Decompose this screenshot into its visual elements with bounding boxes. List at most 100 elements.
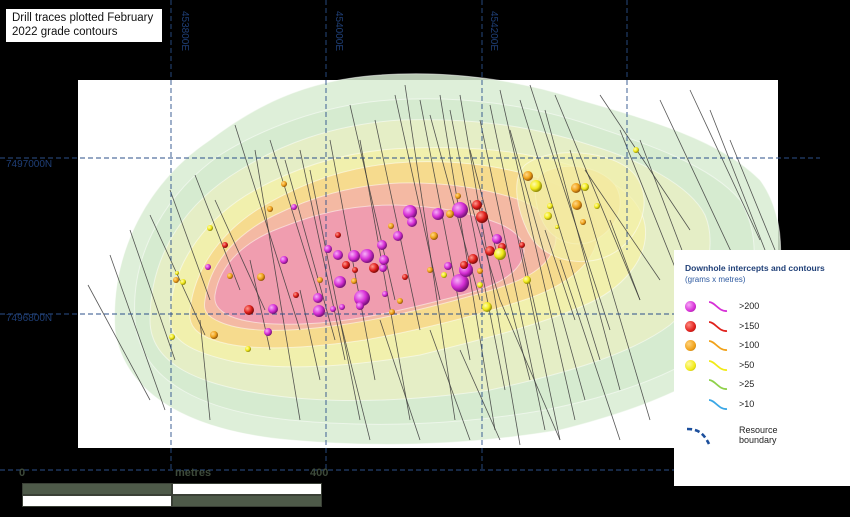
intercept-sphere: [393, 231, 403, 241]
intercept-sphere: [427, 267, 433, 273]
drill-trace: [529, 84, 611, 331]
intercept-sphere: [547, 203, 553, 209]
drill-trace: [439, 94, 496, 431]
drill-trace: [584, 169, 661, 281]
drill-trace: [519, 99, 601, 361]
intercept-sphere: [451, 274, 469, 292]
intercept-sphere: [333, 250, 343, 260]
intercept-sphere: [293, 292, 299, 298]
drill-trace: [309, 169, 361, 421]
intercept-sphere: [446, 210, 454, 218]
coordinate-grid: [0, 0, 820, 471]
scale-label-end: 400: [310, 467, 329, 479]
legend-label: >50: [739, 360, 755, 370]
intercept-sphere: [402, 274, 408, 280]
drill-trace: [359, 139, 411, 421]
intercept-sphere: [572, 200, 582, 210]
intercept-sphere: [492, 234, 502, 244]
intercept-sphere: [452, 202, 468, 218]
legend-item-boundary: Resource boundary: [685, 425, 835, 450]
intercept-sphere: [280, 256, 288, 264]
intercept-sphere: [555, 225, 559, 229]
drill-trace: [544, 229, 576, 321]
drill-trace: [394, 94, 441, 301]
downhole-intercepts: [169, 147, 639, 352]
scale-segment: [172, 495, 322, 507]
scale-label-start: 0: [19, 467, 26, 479]
boundary-dashed-icon: [686, 427, 711, 445]
drill-trace: [709, 109, 766, 251]
intercept-sphere: [455, 193, 461, 199]
scale-bar: [22, 482, 322, 508]
legend-item-100: >100: [685, 338, 835, 354]
intercept-sphere: [244, 305, 254, 315]
drill-trace: [429, 329, 471, 441]
drill-trace: [479, 119, 546, 431]
drill-trace: [129, 229, 176, 361]
intercept-sphere: [580, 219, 586, 225]
intercept-sphere: [264, 328, 272, 336]
drill-trace: [609, 219, 641, 301]
scale-segment: [172, 483, 322, 495]
drill-trace: [599, 94, 691, 231]
intercept-sphere: [313, 293, 323, 303]
intercept-sphere: [348, 250, 360, 262]
intercept-sphere: [257, 273, 265, 281]
intercept-sphere: [291, 204, 297, 210]
drill-trace: [509, 129, 586, 401]
intercept-sphere: [356, 302, 364, 310]
legend-item-25: >25: [685, 377, 835, 393]
intercept-sphere: [267, 206, 273, 212]
scale-label-unit: metres: [175, 467, 212, 479]
drill-trace: [269, 139, 321, 301]
intercept-sphere: [594, 203, 600, 209]
intercept-sphere: [472, 200, 482, 210]
intercept-dot-icon: [685, 340, 696, 351]
legend: Downhole intercepts and contours (grams …: [674, 250, 850, 486]
drill-trace: [569, 149, 651, 421]
intercept-sphere: [382, 291, 388, 297]
easting-label-454200: 454200E: [488, 11, 499, 52]
intercept-sphere: [334, 276, 346, 288]
drill-trace: [469, 149, 531, 381]
intercept-dot-icon: [685, 360, 696, 371]
intercept-sphere: [205, 264, 211, 270]
legend-item-10: >10: [685, 397, 835, 413]
drill-trace: [299, 289, 321, 381]
intercept-sphere: [324, 245, 332, 253]
legend-item-200: >200: [685, 299, 835, 315]
drill-trace: [559, 259, 621, 441]
intercept-sphere: [482, 302, 492, 312]
intercept-sphere: [407, 217, 417, 227]
drill-trace: [254, 149, 301, 421]
drill-trace: [469, 199, 501, 301]
intercept-sphere: [313, 305, 325, 317]
intercept-sphere: [530, 180, 542, 192]
intercept-sphere: [317, 277, 323, 283]
drill-trace: [459, 94, 521, 446]
intercept-sphere: [581, 183, 589, 191]
intercept-sphere: [342, 261, 350, 269]
drill-trace: [299, 149, 346, 361]
drill-trace: [199, 319, 211, 421]
easting-label-454000: 454000E: [333, 11, 344, 52]
intercept-sphere: [227, 273, 233, 279]
intercept-sphere: [432, 208, 444, 220]
legend-label: >200: [739, 301, 760, 311]
intercept-sphere: [523, 171, 533, 181]
drill-trace: [544, 109, 621, 391]
intercept-sphere: [468, 254, 478, 264]
contour-squiggle-icon: [708, 321, 728, 332]
drill-trace: [379, 319, 421, 441]
easting-label-453800: 453800E: [179, 11, 190, 52]
scale-segment: [22, 483, 172, 495]
intercept-sphere: [460, 261, 468, 269]
legend-label: >150: [739, 321, 760, 331]
drill-trace: [449, 109, 506, 391]
drill-trace: [554, 94, 641, 301]
intercept-sphere: [441, 272, 447, 278]
intercept-sphere: [633, 147, 639, 153]
drill-trace: [169, 189, 211, 301]
intercept-sphere: [222, 242, 228, 248]
drill-trace: [659, 99, 736, 261]
